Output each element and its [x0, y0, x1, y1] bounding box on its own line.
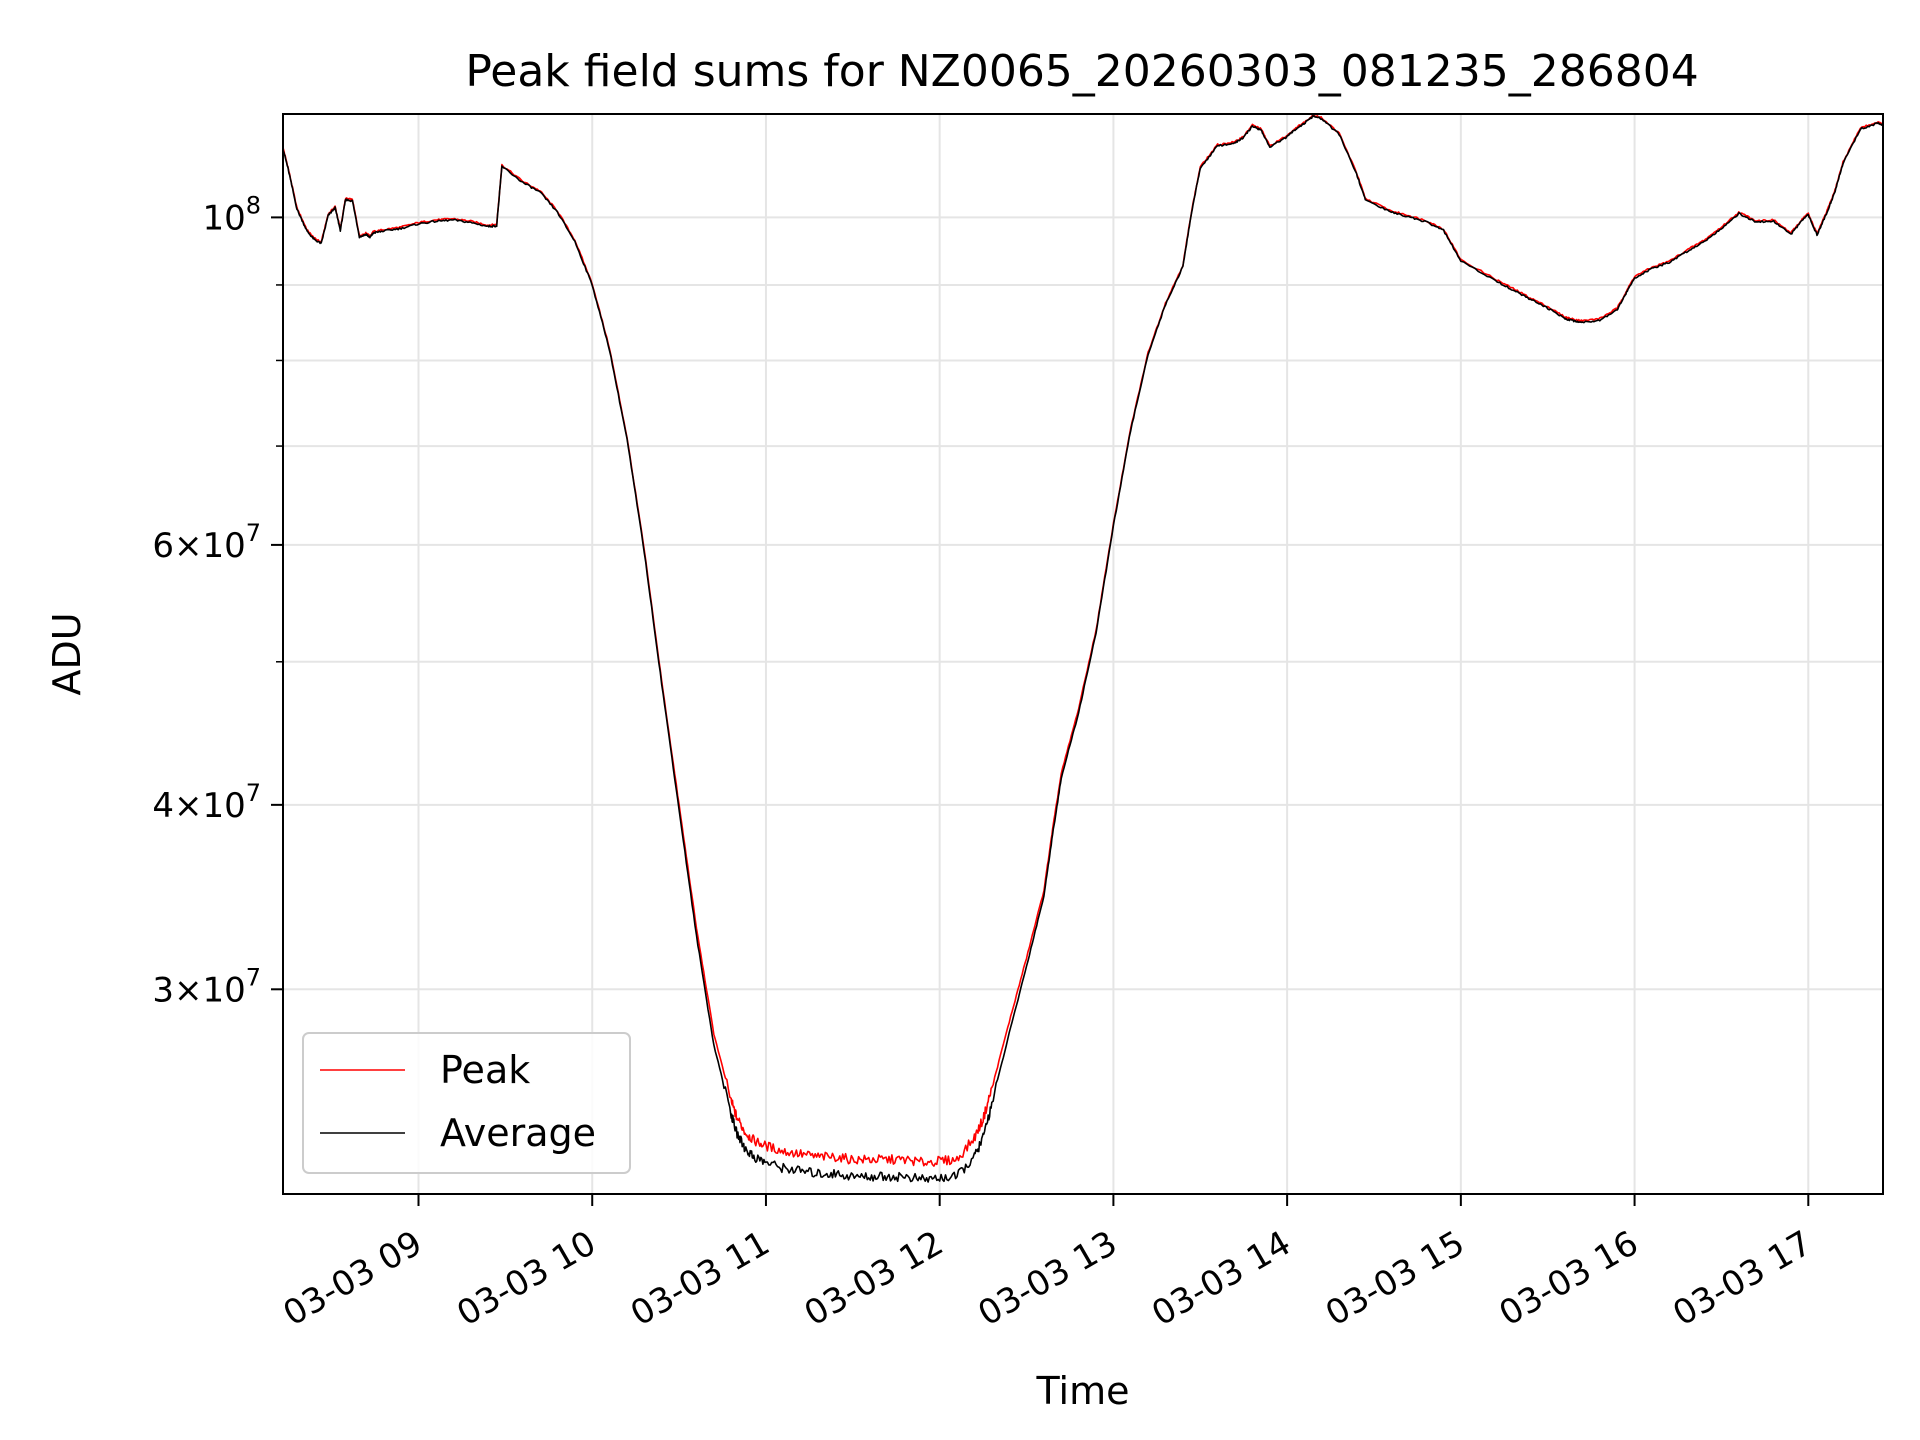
plot-frame [282, 113, 1884, 1195]
grid [283, 114, 1883, 1194]
legend: Peak Average [302, 1032, 631, 1174]
series-layer [282, 114, 1884, 1183]
x-axis-label: Time [1036, 1369, 1130, 1413]
y-tick-label: 108 [202, 191, 261, 238]
chart-title: Peak field sums for NZ0065_20260303_0812… [465, 46, 1698, 97]
series-line-average [282, 115, 1884, 1183]
legend-box [302, 1032, 631, 1174]
legend-label-average: Average [440, 1111, 596, 1155]
y-tick-label: 4×107 [152, 779, 261, 826]
y-axis-label: ADU [45, 612, 89, 695]
y-tick-label: 6×107 [152, 519, 261, 566]
y-tick-label: 3×107 [152, 963, 261, 1010]
legend-label-peak: Peak [440, 1048, 530, 1092]
